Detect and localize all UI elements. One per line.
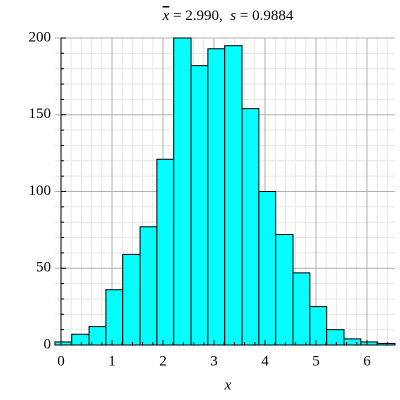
bar xyxy=(292,272,311,346)
bar xyxy=(207,48,226,346)
bar xyxy=(122,253,141,346)
bar xyxy=(224,45,243,346)
x-tick-label: 4 xyxy=(261,353,269,369)
x-tick-label: 6 xyxy=(363,353,371,369)
y-tick-label: 0 xyxy=(44,336,52,352)
title-sd-symbol: s xyxy=(230,8,236,24)
bar xyxy=(156,158,175,346)
x-tick-label: 2 xyxy=(159,353,167,369)
x-tick-label: 5 xyxy=(312,353,320,369)
x-tick-label: 1 xyxy=(108,353,116,369)
bar xyxy=(326,329,345,346)
bar xyxy=(105,289,124,346)
bar xyxy=(139,226,158,346)
y-tick-label: 50 xyxy=(36,260,51,276)
bar xyxy=(241,108,260,346)
x-tick-label: 0 xyxy=(57,353,65,369)
bar xyxy=(309,306,328,346)
y-tick-label: 100 xyxy=(29,183,52,199)
title-sd: = 0.9884 xyxy=(236,8,294,24)
title-mean-symbol: x xyxy=(162,8,170,24)
x-tick-label: 3 xyxy=(210,353,218,369)
bar xyxy=(71,333,90,346)
chart-title: x = 2.990, s = 0.9884 xyxy=(162,8,294,24)
bar xyxy=(173,37,192,346)
y-tick-label: 200 xyxy=(29,29,52,45)
title-mean: = 2.990, xyxy=(169,8,230,24)
bar xyxy=(275,233,294,346)
y-tick-label: 150 xyxy=(29,106,52,122)
bar xyxy=(258,191,277,346)
bar xyxy=(190,65,209,346)
x-axis-label: x xyxy=(224,377,232,393)
